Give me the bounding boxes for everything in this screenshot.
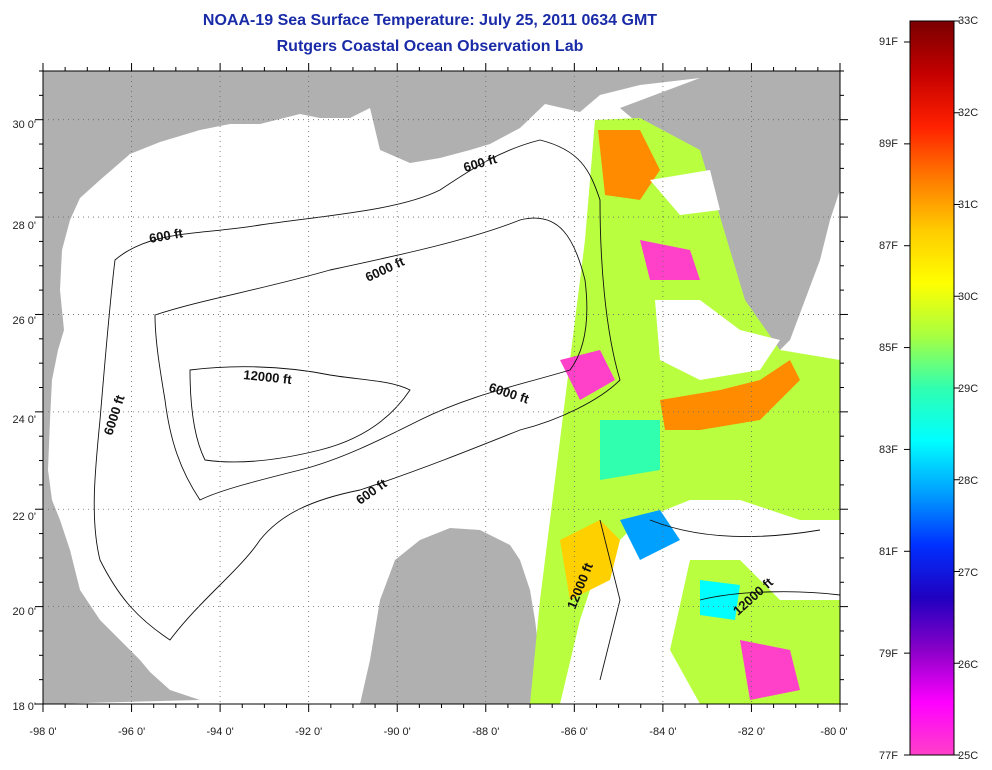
colorbar-c-label: 32C	[958, 107, 979, 119]
contour-12000ft	[189, 366, 411, 463]
map-title: NOAA-19 Sea Surface Temperature: July 25…	[202, 12, 658, 29]
contour-label: 12000 ft	[243, 367, 293, 387]
sst-satellite-swath	[530, 118, 840, 704]
y-tick-label: 28 0'	[12, 220, 36, 232]
colorbar-c-label: 33C	[958, 15, 979, 27]
y-tick-label: 22 0'	[12, 511, 36, 523]
colorbar-f-label: 87F	[879, 240, 898, 252]
colorbar	[909, 20, 955, 756]
y-axis-labels: 30 0' 28 0' 26 0' 24 0' 22 0' 20 0' 18 0…	[12, 119, 36, 713]
x-tick-label: -96 0'	[118, 726, 145, 738]
bathymetry-contours	[93, 139, 840, 681]
y-tick-label: 18 0'	[12, 701, 36, 713]
y-tick-label: 26 0'	[12, 315, 36, 327]
x-tick-label: -92 0'	[295, 726, 322, 738]
x-tick-label: -80 0'	[820, 726, 847, 738]
colorbar-f-label: 83F	[879, 444, 898, 456]
colorbar-c-label: 30C	[958, 291, 979, 303]
colorbar-c-label: 31C	[958, 199, 979, 211]
colorbar-f-label: 77F	[879, 750, 898, 762]
colorbar-c-label: 26C	[958, 659, 979, 671]
x-tick-label: -86 0'	[561, 726, 588, 738]
y-tick-label: 30 0'	[12, 119, 36, 131]
x-tick-label: -88 0'	[472, 726, 499, 738]
contour-caribbean	[599, 519, 840, 681]
colorbar-f-label: 81F	[879, 546, 898, 558]
axis-tick-marks	[35, 63, 848, 712]
colorbar-c-label: 25C	[958, 750, 979, 762]
colorbar-ticks	[904, 20, 960, 756]
colorbar-f-label: 85F	[879, 342, 898, 354]
colorbar-c-label: 27C	[958, 567, 979, 579]
x-tick-label: -84 0'	[649, 726, 676, 738]
y-tick-label: 20 0'	[12, 606, 36, 618]
colorbar-c-label: 28C	[958, 475, 979, 487]
contour-600ft	[93, 139, 621, 641]
land-yucatan	[360, 528, 560, 704]
contour-label: 600 ft	[148, 225, 185, 246]
x-tick-label: -94 0'	[207, 726, 234, 738]
colorbar-f-label: 79F	[879, 648, 898, 660]
map-subtitle: Rutgers Coastal Ocean Observation Lab	[276, 38, 584, 55]
contour-6000ft	[154, 217, 588, 501]
lat-lon-grid	[43, 71, 840, 704]
x-axis-labels: -98 0' -96 0' -94 0' -92 0' -90 0' -88 0…	[29, 726, 847, 738]
colorbar-c-label: 29C	[958, 383, 979, 395]
land-us-coast	[43, 71, 840, 704]
x-tick-label: -90 0'	[384, 726, 411, 738]
y-tick-label: 24 0'	[12, 414, 36, 426]
colorbar-f-label: 91F	[879, 36, 898, 48]
colorbar-f-label: 89F	[879, 138, 898, 150]
x-tick-label: -98 0'	[29, 726, 56, 738]
x-tick-label: -82 0'	[738, 726, 765, 738]
